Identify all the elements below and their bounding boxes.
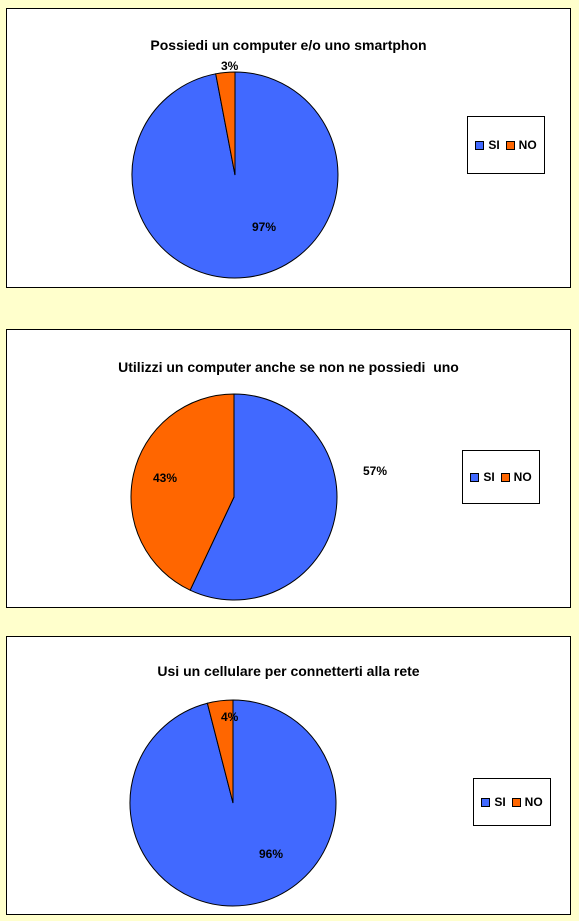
- legend-swatch-si: [481, 797, 491, 807]
- legend-item-si: SI: [470, 470, 495, 484]
- chart-title: Usi un cellulare per connetterti alla re…: [157, 663, 420, 679]
- data-label-si: 96%: [259, 847, 283, 861]
- legend-item-no: NO: [511, 795, 543, 809]
- chart-legend: SI NO: [473, 778, 551, 826]
- legend-label-si: SI: [483, 470, 495, 484]
- chart-legend: SI NO: [467, 116, 545, 174]
- chart-title: Utilizzi un computer anche se non ne pos…: [118, 359, 459, 375]
- chart-panel-computer-smartphone: Possiedi un computer e/o uno smartphon 9…: [6, 8, 571, 288]
- data-label-no: 3%: [221, 59, 239, 73]
- data-label-si: 57%: [363, 464, 387, 478]
- legend-label-no: NO: [513, 470, 532, 484]
- legend-swatch-no: [500, 472, 510, 482]
- legend-swatch-si: [470, 472, 480, 482]
- legend-item-no: NO: [500, 470, 532, 484]
- pie-slice-no: [215, 71, 236, 176]
- legend-item-si: SI: [475, 138, 500, 152]
- pie-slice-no: [130, 393, 235, 591]
- legend-label-no: NO: [518, 138, 537, 152]
- data-label-no: 4%: [221, 710, 239, 724]
- data-label-si: 97%: [252, 220, 276, 234]
- legend-item-no: NO: [505, 138, 537, 152]
- chart-panel-mobile-network: Usi un cellulare per connetterti alla re…: [6, 636, 571, 915]
- legend-label-si: SI: [488, 138, 500, 152]
- pie-chart: 97% 3%: [131, 59, 339, 279]
- pie-chart: 57% 43%: [130, 393, 387, 601]
- data-label-no: 43%: [153, 471, 177, 485]
- chart-legend: SI NO: [462, 450, 540, 504]
- pie-slice-si: [189, 393, 338, 601]
- legend-swatch-si: [475, 140, 485, 150]
- legend-item-si: SI: [481, 795, 506, 809]
- chart-panel-use-computer: Utilizzi un computer anche se non ne pos…: [6, 329, 571, 608]
- legend-label-no: NO: [524, 795, 543, 809]
- pie-chart: 96% 4%: [129, 699, 337, 907]
- legend-swatch-no: [511, 797, 521, 807]
- legend-swatch-no: [505, 140, 515, 150]
- legend-label-si: SI: [494, 795, 506, 809]
- pie-slice-no: [206, 699, 234, 804]
- chart-title: Possiedi un computer e/o uno smartphon: [150, 37, 427, 53]
